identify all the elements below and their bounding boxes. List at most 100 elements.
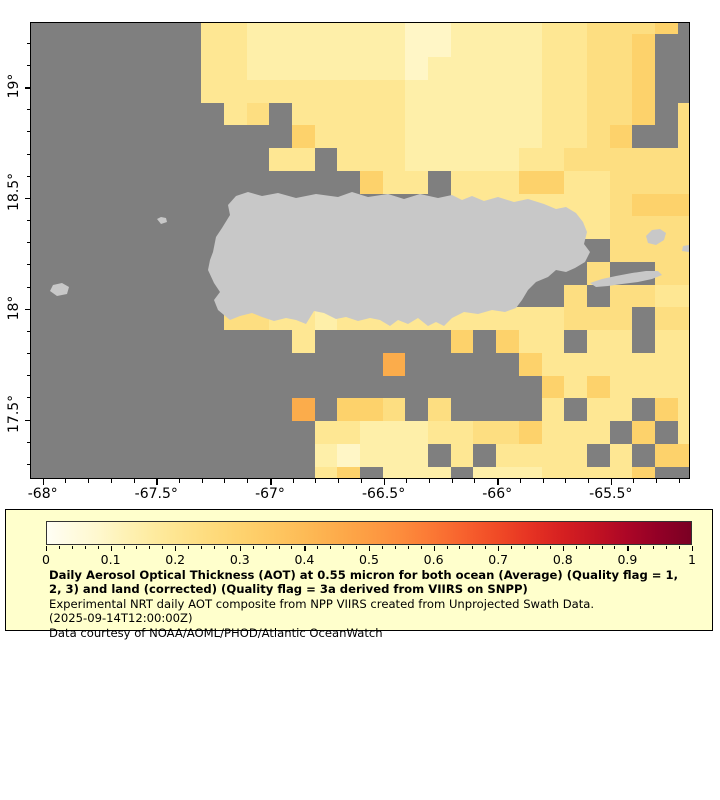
caption-timestamp: (2025-09-14T12:00:00Z)	[49, 611, 193, 626]
colorbar-minor-tick	[226, 546, 228, 549]
colorbar-minor-tick	[291, 546, 293, 549]
aot-cell	[337, 102, 360, 126]
aot-cell	[291, 421, 315, 444]
aot-cell	[405, 170, 429, 194]
aot-cell	[677, 170, 689, 194]
colorbar-minor-tick	[679, 546, 681, 549]
aot-cell	[564, 125, 587, 149]
aot-cell	[428, 375, 451, 399]
aot-cell	[632, 148, 655, 171]
y-tick-label: 17.5°	[6, 394, 22, 433]
aot-cell	[632, 239, 655, 262]
colorbar-minor-tick	[97, 546, 99, 549]
aot-cell	[110, 443, 134, 467]
aot-cell	[428, 170, 451, 194]
aot-cell	[518, 330, 542, 353]
x-minor-tick	[542, 479, 544, 483]
aot-cell	[654, 170, 678, 194]
aot-cell	[609, 375, 633, 399]
aot-cell	[155, 421, 179, 444]
x-minor-tick	[474, 479, 476, 483]
aot-cell	[360, 375, 383, 399]
aot-cell	[178, 352, 202, 376]
colorbar-minor-tick	[524, 546, 526, 549]
aot-cell	[450, 57, 474, 80]
x-major-tick	[270, 479, 272, 485]
colorbar-minor-tick	[213, 546, 215, 549]
aot-cell	[269, 330, 292, 353]
colorbar-minor-tick	[640, 546, 642, 549]
aot-cell	[178, 443, 202, 467]
aot-cell	[405, 352, 429, 376]
y-minor-tick	[27, 353, 31, 355]
aot-cell	[405, 23, 429, 35]
aot-cell	[564, 23, 587, 35]
aot-cell	[42, 352, 66, 376]
aot-cell	[31, 57, 43, 80]
aot-cell	[246, 466, 270, 478]
aot-cell	[541, 57, 565, 80]
aot-cell	[87, 170, 111, 194]
aot-cell	[405, 330, 429, 353]
aot-cell	[677, 466, 689, 478]
aot-cell	[609, 148, 633, 171]
colorbar-minor-tick	[446, 546, 448, 549]
aot-cell	[564, 170, 587, 194]
colorbar-minor-tick	[317, 546, 319, 549]
aot-cell	[473, 466, 497, 478]
colorbar-minor-tick	[330, 546, 332, 549]
aot-cell	[246, 352, 270, 376]
aot-cell	[632, 421, 655, 444]
aot-cell	[65, 375, 88, 399]
aot-cell	[201, 421, 224, 444]
caption-subtitle: Experimental NRT daily AOT composite fro…	[49, 596, 595, 611]
aot-cell	[677, 375, 689, 399]
aot-cell	[87, 307, 111, 331]
aot-cell	[31, 443, 43, 467]
aot-cell	[314, 125, 338, 149]
aot-cell	[42, 375, 66, 399]
aot-cell	[564, 421, 587, 444]
aot-cell	[201, 57, 224, 80]
aot-cell	[110, 261, 134, 285]
aot-cell	[518, 421, 542, 444]
x-major-tick	[610, 479, 613, 485]
aot-cell	[382, 57, 406, 80]
aot-cell	[360, 125, 383, 149]
aot-cell	[337, 148, 360, 171]
aot-cell	[269, 443, 292, 467]
island-mona	[50, 283, 69, 296]
aot-cell	[133, 261, 156, 285]
x-minor-tick	[133, 479, 135, 483]
aot-cell	[42, 216, 66, 240]
aot-cell	[337, 170, 360, 194]
aot-cell	[677, 284, 689, 308]
map-plot-area	[30, 22, 690, 479]
caption-title-line-1: Daily Aerosol Optical Thickness (AOT) at…	[49, 568, 679, 582]
aot-cell	[31, 125, 43, 149]
aot-cell	[31, 330, 43, 353]
aot-cell	[65, 57, 88, 80]
aot-cell	[65, 239, 88, 262]
aot-cell	[291, 57, 315, 80]
colorbar-minor-tick	[549, 546, 551, 549]
aot-cell	[65, 307, 88, 331]
aot-cell	[133, 170, 156, 194]
aot-cell	[564, 34, 587, 58]
aot-cell	[42, 330, 66, 353]
aot-cell	[246, 148, 270, 171]
aot-cell	[564, 398, 587, 422]
aot-cell	[65, 284, 88, 308]
aot-cell	[609, 34, 633, 58]
aot-cell	[586, 57, 610, 80]
aot-cell	[541, 443, 565, 467]
aot-cell	[110, 193, 134, 217]
aot-cell	[564, 443, 587, 467]
colorbar-minor-tick	[485, 546, 487, 549]
y-minor-tick	[27, 109, 31, 111]
x-major-tick	[42, 479, 45, 485]
x-minor-tick	[315, 479, 317, 483]
aot-cell	[564, 79, 587, 103]
aot-cell	[178, 57, 202, 80]
aot-cell	[496, 443, 519, 467]
